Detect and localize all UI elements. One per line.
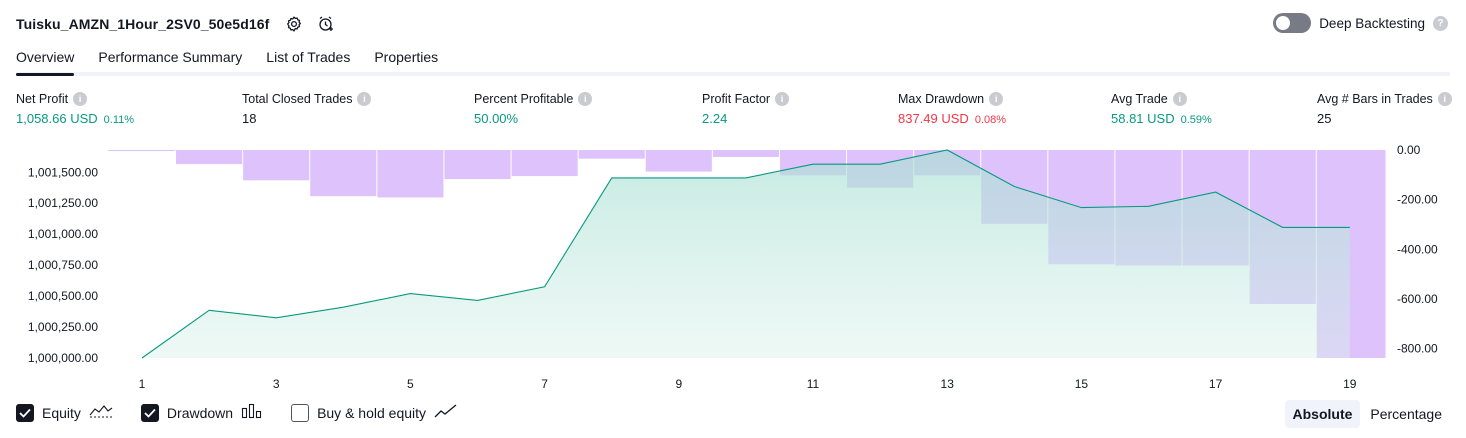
x-axis-tick-label: 3: [273, 377, 280, 391]
buy-hold-line-icon: [434, 403, 458, 422]
left-axis-tick-label: 1,001,500.00: [28, 165, 98, 179]
equity-label: Equity: [42, 404, 81, 421]
x-axis-tick-label: 9: [675, 377, 682, 391]
metric-percent: 0.11%: [103, 114, 135, 126]
metric-max-drawdown: Max Drawdown i 837.49 USD 0.08%: [898, 92, 1006, 126]
left-axis-tick-label: 1,000,250.00: [28, 320, 98, 334]
drawdown-bar: [712, 150, 779, 157]
legend-equity[interactable]: Equity: [16, 403, 113, 422]
tab-bar: Overview Performance Summary List of Tra…: [16, 44, 1450, 76]
left-axis-tick-label: 1,000,750.00: [28, 258, 98, 272]
metric-percent: 0.08%: [974, 114, 1007, 126]
deep-backtesting-label: Deep Backtesting: [1319, 15, 1425, 31]
metric-avg-trade: Avg Trade i 58.81 USD 0.59%: [1111, 92, 1212, 126]
metrics-row: Net Profit i 1,058.66 USD 0.11% Total Clos…: [16, 92, 1452, 132]
legend-drawdown[interactable]: Drawdown: [140, 403, 263, 422]
metric-value: 2.24: [702, 111, 728, 126]
value-mode-switch: Absolute Percentage: [1284, 400, 1451, 428]
tab-performance-summary[interactable]: Performance Summary: [98, 49, 243, 65]
metric-percent-profitable: Percent Profitable i 50.00%: [474, 92, 593, 126]
info-icon[interactable]: i: [1172, 92, 1187, 106]
percentage-button[interactable]: Percentage: [1370, 406, 1442, 422]
equity-line: [141, 149, 1350, 359]
drawdown-bar: [645, 150, 712, 172]
tab-properties[interactable]: Properties: [374, 49, 439, 65]
info-icon[interactable]: i: [1437, 92, 1452, 106]
deep-backtesting-toggle[interactable]: [1273, 13, 1312, 33]
metric-label: Max Drawdown: [898, 92, 985, 106]
equity-line-icon: [89, 403, 113, 422]
metric-label: Percent Profitable: [474, 92, 574, 106]
x-axis-tick-label: 19: [1343, 377, 1357, 391]
metric-net-profit: Net Profit i 1,058.66 USD 0.11%: [16, 92, 134, 126]
metric-label: Avg Trade: [1111, 92, 1168, 106]
add-alert-icon[interactable]: [315, 13, 337, 35]
metric-total-closed-trades: Total Closed Trades i 18: [242, 92, 372, 126]
metric-value: 50.00%: [474, 111, 519, 126]
drawdown-bar: [176, 150, 243, 165]
buy-hold-label: Buy & hold equity: [317, 404, 427, 421]
left-axis-tick-label: 1,000,000.00: [28, 351, 98, 365]
equity-checkbox[interactable]: [16, 403, 34, 422]
left-axis-tick-label: 1,001,250.00: [28, 196, 98, 210]
metric-value: 58.81 USD: [1111, 111, 1175, 126]
x-axis-tick-label: 7: [541, 377, 548, 391]
settings-icon[interactable]: [283, 13, 305, 35]
info-icon[interactable]: i: [578, 92, 593, 106]
drawdown-checkbox[interactable]: [140, 403, 159, 422]
equity-area: [142, 150, 1350, 358]
drawdown-bar: [243, 150, 310, 181]
right-axis-tick-label: -200.00: [1397, 193, 1438, 207]
right-axis-tick-label: -800.00: [1397, 342, 1438, 356]
strategy-title: Tuisku_AMZN_1Hour_2SV0_50e5d16f: [16, 16, 270, 32]
metric-label: Profit Factor: [702, 92, 771, 106]
info-icon[interactable]: i: [989, 92, 1004, 106]
x-axis-tick-label: 5: [407, 377, 414, 391]
metric-label: Net Profit: [16, 92, 69, 106]
legend-buy-hold-equity[interactable]: Buy & hold equity: [291, 403, 458, 422]
metric-percent: 0.59%: [1180, 114, 1212, 126]
metric-value: 18: [242, 111, 257, 126]
right-axis-tick-label: -600.00: [1397, 292, 1438, 306]
equity-drawdown-chart[interactable]: 1,001,500.00 1,001,250.00 1,001,000.00 1,00…: [0, 140, 1466, 396]
info-icon[interactable]: i: [775, 92, 790, 106]
right-axis-tick-label: -400.00: [1397, 242, 1438, 256]
x-axis-tick-label: 1: [139, 377, 146, 391]
metric-avg-bars-in-trades: Avg # Bars in Trades i 25: [1317, 92, 1452, 126]
info-icon[interactable]: i: [73, 92, 88, 106]
help-icon[interactable]: ?: [1433, 15, 1448, 31]
metric-label: Total Closed Trades: [242, 92, 353, 106]
drawdown-bars-icon: [241, 403, 263, 422]
x-axis-tick-label: 15: [1075, 377, 1089, 391]
buy-hold-checkbox[interactable]: [291, 403, 310, 422]
right-axis-tick-label: 0.00: [1397, 143, 1421, 157]
x-axis-tick-label: 13: [941, 377, 955, 391]
chart-legend: Equity Drawdown Buy & hold equity: [16, 403, 458, 422]
x-axis-tick-label: 17: [1209, 377, 1223, 391]
drawdown-bar: [444, 150, 511, 180]
left-axis-tick-label: 1,001,000.00: [28, 227, 98, 241]
drawdown-bar: [377, 150, 444, 198]
metric-profit-factor: Profit Factor i 2.24: [702, 92, 790, 126]
left-axis-tick-label: 1,000,500.00: [28, 289, 98, 303]
drawdown-bar: [108, 150, 176, 151]
tab-list-of-trades[interactable]: List of Trades: [266, 49, 351, 65]
metric-value: 837.49 USD: [898, 111, 969, 126]
drawdown-bar: [511, 150, 578, 177]
drawdown-bar: [578, 150, 645, 159]
metric-label: Avg # Bars in Trades: [1317, 92, 1433, 106]
metric-value: 1,058.66 USD: [16, 111, 98, 126]
drawdown-label: Drawdown: [166, 404, 234, 421]
drawdown-bar: [310, 150, 377, 197]
metric-value: 25: [1317, 111, 1332, 126]
deep-backtesting: Deep Backtesting ?: [1273, 13, 1448, 33]
x-axis-tick-label: 11: [807, 377, 820, 391]
absolute-button[interactable]: Absolute: [1284, 400, 1361, 428]
strategy-header: Tuisku_AMZN_1Hour_2SV0_50e5d16f: [16, 12, 337, 36]
tab-overview[interactable]: Overview: [16, 44, 75, 76]
info-icon[interactable]: i: [357, 92, 372, 106]
